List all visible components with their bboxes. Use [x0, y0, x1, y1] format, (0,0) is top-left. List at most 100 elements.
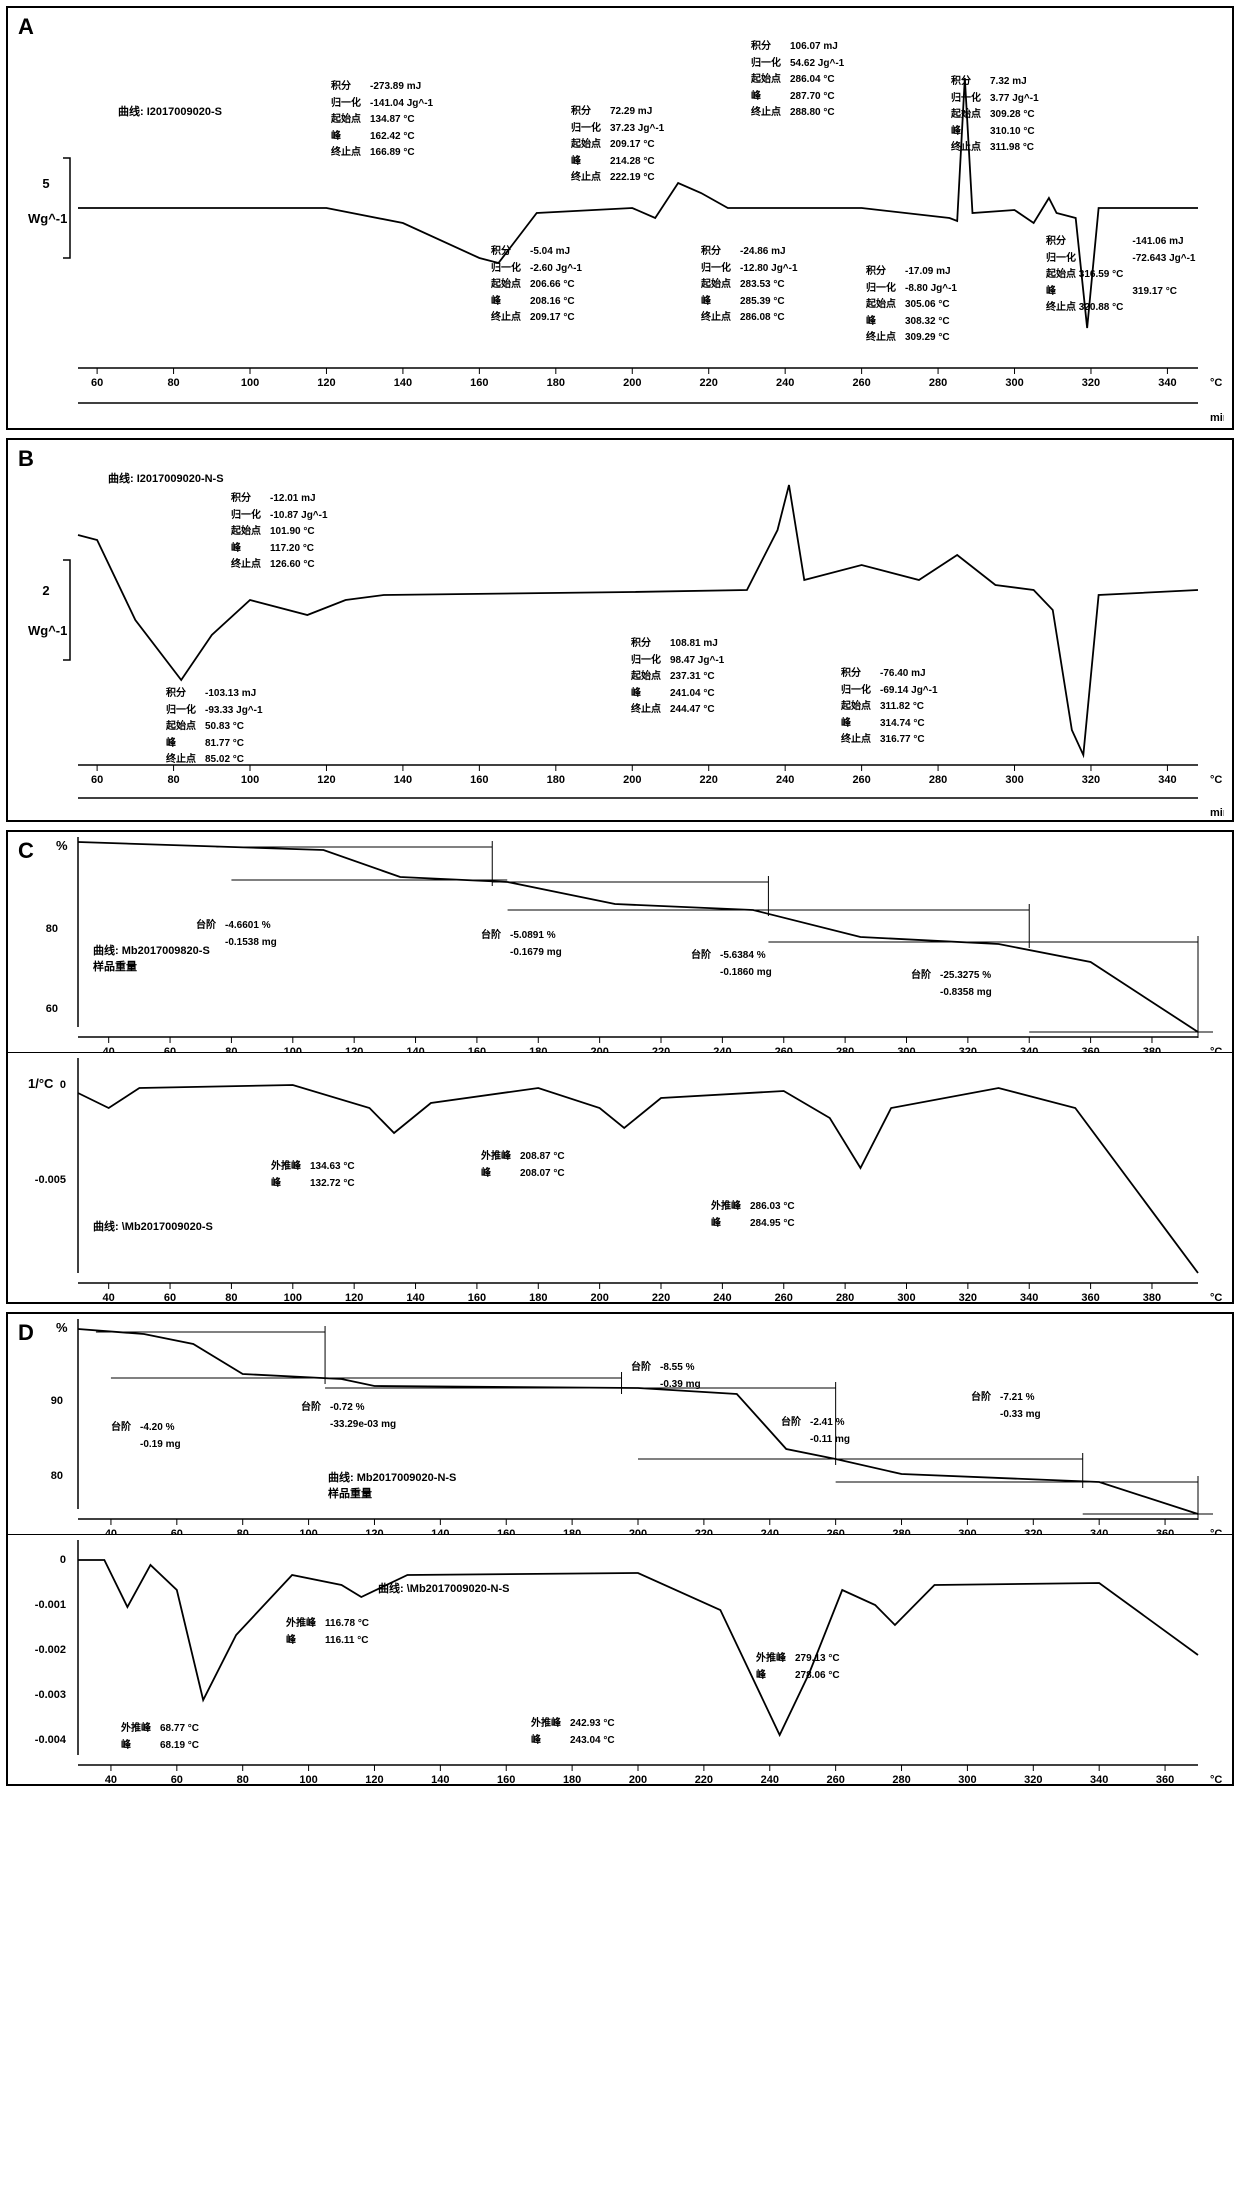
annotation-table: 积分-103.13 mJ归一化-93.33 Jg^-1起始点50.83 °C峰8… [163, 685, 266, 770]
step-annotation: 台阶-4.6601 %-0.1538 mg [193, 917, 280, 952]
svg-text:360: 360 [1156, 1528, 1174, 1534]
annotation-table: 外推峰134.63 °C峰132.72 °C [268, 1158, 358, 1193]
svg-text:280: 280 [836, 1046, 854, 1052]
svg-text:-0.005: -0.005 [35, 1174, 66, 1186]
svg-text:°C: °C [1210, 377, 1222, 389]
peak-annotation: 外推峰286.03 °C峰284.95 °C [708, 1198, 798, 1233]
svg-text:200: 200 [629, 1774, 647, 1785]
annotation-table: 积分7.32 mJ归一化3.77 Jg^-1起始点309.28 °C峰310.1… [948, 73, 1042, 158]
annotation-table: 积分-5.04 mJ归一化-2.60 Jg^-1起始点206.66 °C峰208… [488, 243, 585, 328]
svg-text:280: 280 [836, 1292, 854, 1303]
svg-text:°C: °C [1210, 1292, 1222, 1303]
svg-text:300: 300 [958, 1774, 976, 1785]
svg-text:°C: °C [1210, 774, 1222, 786]
peak-annotation: 外推峰279.13 °C峰278.06 °C [753, 1650, 843, 1685]
svg-text:40: 40 [103, 1046, 115, 1052]
svg-text:300: 300 [897, 1046, 915, 1052]
annotation-table: 积分-141.06 mJ归一化-72.643 Jg^-1起始点 316.59 °… [1043, 233, 1198, 318]
curve-name: 曲线: \Mb2017009020-N-S [378, 1580, 509, 1596]
peak-annotation: 积分-141.06 mJ归一化-72.643 Jg^-1起始点 316.59 °… [1043, 233, 1198, 318]
curve-name: 曲线: Mb2017009020-N-S样品重量 [328, 1469, 456, 1501]
svg-text:220: 220 [695, 1774, 713, 1785]
svg-text:260: 260 [852, 774, 870, 786]
svg-text:-0.004: -0.004 [35, 1734, 67, 1746]
step-annotation: 台阶-8.55 %-0.39 mg [628, 1359, 704, 1394]
peak-annotation: 积分-76.40 mJ归一化-69.14 Jg^-1起始点311.82 °C峰3… [838, 665, 941, 750]
svg-text:340: 340 [1020, 1292, 1038, 1303]
annotation-table: 积分-17.09 mJ归一化-8.80 Jg^-1起始点305.06 °C峰30… [863, 263, 960, 348]
svg-text:200: 200 [623, 774, 641, 786]
svg-text:0: 0 [60, 1079, 66, 1091]
svg-text:80: 80 [46, 923, 58, 935]
annotation-table: 台阶-5.0891 %-0.1679 mg [478, 927, 565, 962]
peak-annotation: 积分7.32 mJ归一化3.77 Jg^-1起始点309.28 °C峰310.1… [948, 73, 1042, 158]
panel-b: B2Wg^-1608010012014016018020022024026028… [6, 438, 1234, 822]
svg-text:300: 300 [1005, 774, 1023, 786]
svg-text:100: 100 [299, 1774, 317, 1785]
svg-text:100: 100 [284, 1292, 302, 1303]
svg-text:40: 40 [105, 1774, 117, 1785]
svg-text:120: 120 [345, 1292, 363, 1303]
svg-text:120: 120 [317, 377, 335, 389]
annotation-table: 积分-273.89 mJ归一化-141.04 Jg^-1起始点134.87 °C… [328, 78, 436, 163]
svg-text:340: 340 [1158, 377, 1176, 389]
annotation-table: 积分72.29 mJ归一化37.23 Jg^-1起始点209.17 °C峰214… [568, 103, 667, 188]
svg-text:160: 160 [497, 1774, 515, 1785]
step-annotation: 台阶-4.20 %-0.19 mg [108, 1419, 184, 1454]
svg-text:300: 300 [958, 1528, 976, 1534]
annotation-table: 外推峰279.13 °C峰278.06 °C [753, 1650, 843, 1685]
svg-text:260: 260 [775, 1046, 793, 1052]
annotation-table: 积分108.81 mJ归一化98.47 Jg^-1起始点237.31 °C峰24… [628, 635, 727, 720]
curve-name: 曲线: I2017009020-N-S [108, 470, 224, 486]
svg-text:340: 340 [1090, 1774, 1108, 1785]
svg-text:80: 80 [167, 377, 179, 389]
svg-text:40: 40 [105, 1528, 117, 1534]
annotation-table: 外推峰242.93 °C峰243.04 °C [528, 1715, 618, 1750]
peak-annotation: 外推峰116.78 °C峰116.11 °C [283, 1615, 372, 1650]
svg-text:60: 60 [164, 1046, 176, 1052]
svg-text:340: 340 [1158, 774, 1176, 786]
svg-text:°C: °C [1210, 1528, 1222, 1534]
peak-annotation: 积分106.07 mJ归一化54.62 Jg^-1起始点286.04 °C峰28… [748, 38, 847, 123]
curve-name: 曲线: I2017009020-S [118, 103, 222, 119]
svg-text:360: 360 [1081, 1046, 1099, 1052]
svg-text:240: 240 [761, 1774, 779, 1785]
svg-text:200: 200 [590, 1292, 608, 1303]
svg-text:80: 80 [225, 1046, 237, 1052]
annotation-table: 台阶-4.20 %-0.19 mg [108, 1419, 184, 1454]
svg-text:90: 90 [51, 1395, 63, 1407]
curve-name: 曲线: \Mb2017009020-S [93, 1218, 213, 1234]
peak-annotation: 积分-24.86 mJ归一化-12.80 Jg^-1起始点283.53 °C峰2… [698, 243, 801, 328]
svg-text:320: 320 [959, 1292, 977, 1303]
annotation-table: 积分106.07 mJ归一化54.62 Jg^-1起始点286.04 °C峰28… [748, 38, 847, 123]
svg-text:260: 260 [775, 1292, 793, 1303]
annotation-table: 积分-12.01 mJ归一化-10.87 Jg^-1起始点101.90 °C峰1… [228, 490, 331, 575]
annotation-table: 台阶-7.21 %-0.33 mg [968, 1389, 1044, 1424]
annotation-table: 外推峰208.87 °C峰208.07 °C [478, 1148, 568, 1183]
svg-text:140: 140 [406, 1046, 424, 1052]
peak-annotation: 外推峰242.93 °C峰243.04 °C [528, 1715, 618, 1750]
svg-text:320: 320 [1082, 774, 1100, 786]
annotation-table: 台阶-25.3275 %-0.8358 mg [908, 967, 995, 1002]
svg-text:140: 140 [431, 1774, 449, 1785]
svg-text:60: 60 [91, 377, 103, 389]
annotation-table: 台阶-5.6384 %-0.1860 mg [688, 947, 775, 982]
svg-text:300: 300 [897, 1292, 915, 1303]
svg-text:140: 140 [394, 377, 412, 389]
annotation-table: 台阶-8.55 %-0.39 mg [628, 1359, 704, 1394]
step-annotation: 台阶-7.21 %-0.33 mg [968, 1389, 1044, 1424]
svg-text:80: 80 [51, 1470, 63, 1482]
svg-text:%: % [56, 838, 68, 853]
svg-text:5: 5 [42, 176, 49, 191]
peak-annotation: 积分-5.04 mJ归一化-2.60 Jg^-1起始点206.66 °C峰208… [488, 243, 585, 328]
svg-text:80: 80 [225, 1292, 237, 1303]
annotation-table: 积分-76.40 mJ归一化-69.14 Jg^-1起始点311.82 °C峰3… [838, 665, 941, 750]
svg-text:380: 380 [1143, 1292, 1161, 1303]
svg-text:320: 320 [1082, 377, 1100, 389]
panel-c: C%80604060801001201401601802002202402602… [6, 830, 1234, 1304]
svg-text:260: 260 [826, 1774, 844, 1785]
svg-text:220: 220 [700, 377, 718, 389]
svg-text:220: 220 [700, 774, 718, 786]
svg-text:60: 60 [164, 1292, 176, 1303]
svg-text:min: min [1210, 807, 1224, 819]
